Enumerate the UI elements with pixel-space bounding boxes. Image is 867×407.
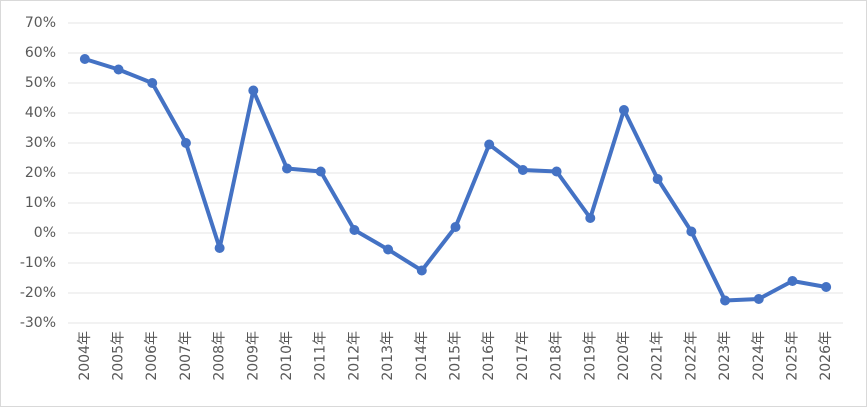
- y-tick-label: 30%: [25, 135, 56, 151]
- marker: [484, 139, 495, 150]
- marker: [79, 54, 90, 64]
- marker: [180, 138, 191, 148]
- y-tick-label: 40%: [25, 105, 56, 121]
- marker: [753, 294, 764, 304]
- marker: [551, 166, 562, 177]
- marker: [349, 225, 360, 235]
- x-tick-label: 2019年: [582, 331, 598, 381]
- y-tick-label: -10%: [20, 255, 56, 271]
- x-tick-label: 2007年: [178, 331, 194, 381]
- x-tick-label: 2020年: [616, 331, 632, 381]
- y-tick-label: 60%: [25, 45, 56, 61]
- x-tick-label: 2016年: [481, 331, 497, 381]
- x-tick-label: 2021年: [650, 331, 666, 381]
- x-tick-label: 2024年: [751, 331, 767, 381]
- marker: [787, 276, 798, 286]
- marker: [416, 265, 427, 276]
- marker: [315, 166, 326, 177]
- y-tick-label: 0%: [34, 225, 56, 241]
- x-tick-label: 2015年: [448, 331, 464, 381]
- x-tick-label: 2012年: [346, 331, 362, 381]
- y-tick-label: 50%: [25, 75, 56, 91]
- x-tick-label: 2013年: [380, 331, 396, 381]
- x-tick-label: 2008年: [212, 331, 228, 381]
- y-tick-label: 20%: [25, 165, 56, 181]
- marker: [214, 243, 225, 253]
- y-tick-label: 70%: [25, 15, 56, 31]
- x-tick-label: 2017年: [515, 331, 531, 381]
- y-tick-label: 10%: [25, 195, 56, 211]
- marker: [686, 226, 697, 237]
- marker: [652, 174, 663, 184]
- x-tick-label: 2006年: [144, 331, 160, 381]
- marker: [720, 295, 731, 306]
- marker: [383, 244, 394, 255]
- y-tick-label: -30%: [20, 315, 56, 331]
- marker: [618, 105, 629, 115]
- marker: [585, 213, 596, 223]
- x-tick-label: 2004年: [77, 331, 93, 381]
- x-tick-label: 2010年: [279, 331, 295, 381]
- x-tick-label: 2026年: [818, 331, 834, 381]
- x-tick-label: 2025年: [784, 331, 800, 381]
- marker: [113, 64, 124, 75]
- x-tick-label: 2005年: [111, 331, 127, 381]
- x-tick-label: 2022年: [683, 331, 699, 381]
- x-tick-label: 2009年: [245, 331, 261, 381]
- marker: [147, 78, 158, 88]
- marker: [450, 222, 461, 232]
- marker: [517, 165, 528, 175]
- marker: [248, 85, 259, 96]
- x-tick-label: 2014年: [414, 331, 430, 381]
- x-tick-label: 2011年: [313, 331, 329, 381]
- y-tick-label: -20%: [20, 285, 56, 301]
- marker: [282, 163, 293, 174]
- x-tick-label: 2023年: [717, 331, 733, 381]
- marker: [821, 282, 832, 292]
- x-tick-label: 2018年: [549, 331, 565, 381]
